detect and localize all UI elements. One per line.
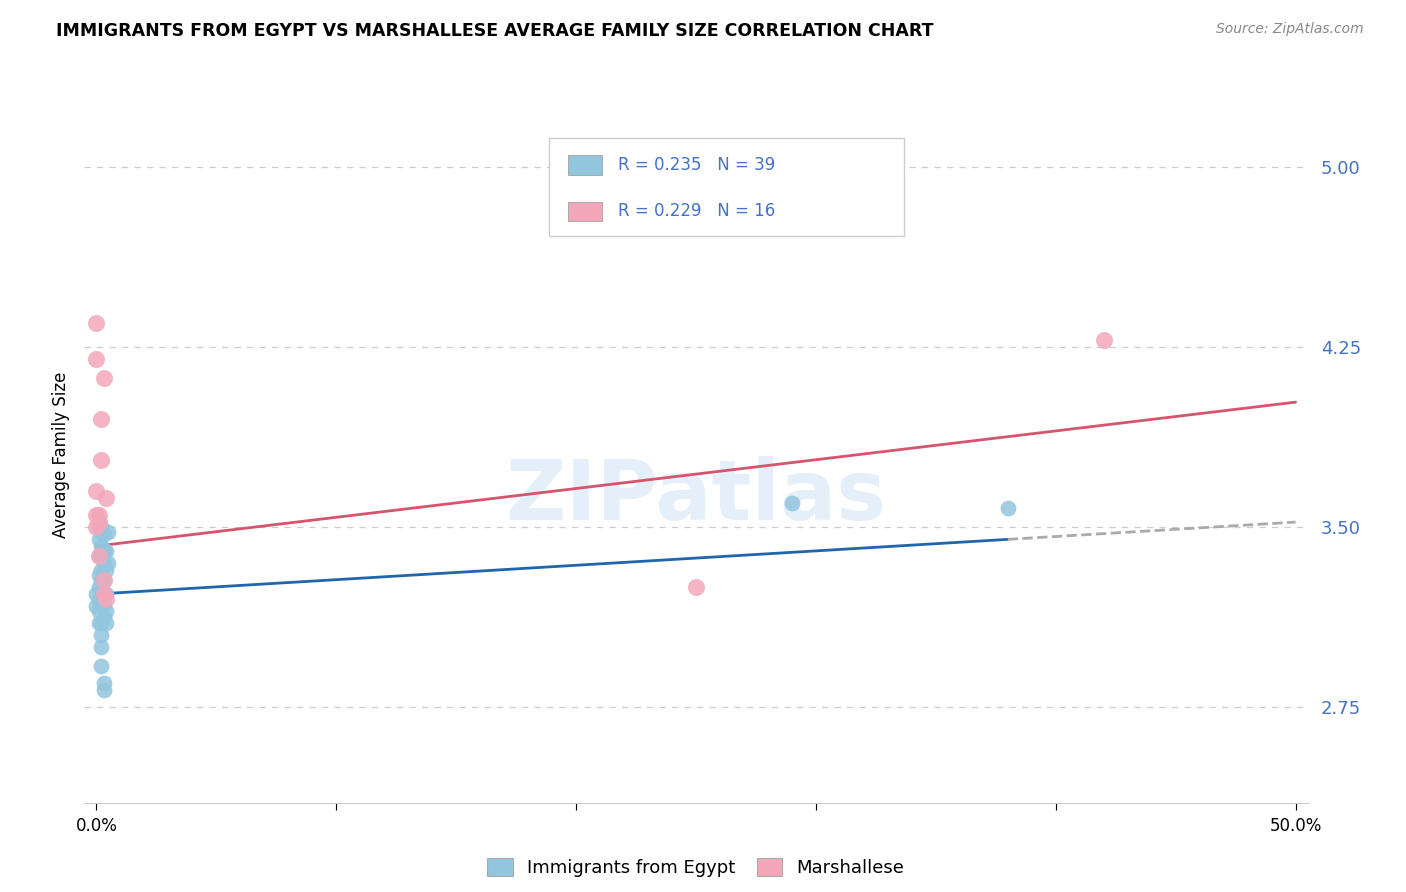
Point (94, 604, 117, 618)
Point (86, 599, 108, 613)
Point (94, 591, 117, 606)
Point (90, 628, 112, 642)
Point (86, 316, 108, 330)
Text: IMMIGRANTS FROM EGYPT VS MARSHALLESE AVERAGE FAMILY SIZE CORRELATION CHART: IMMIGRANTS FROM EGYPT VS MARSHALLESE AVE… (56, 22, 934, 40)
Point (93, 676, 115, 690)
Point (94, 491, 117, 505)
Point (86, 351, 108, 366)
Point (87, 615, 110, 630)
Point (93, 544, 115, 558)
Point (685, 580, 707, 594)
Point (87, 591, 110, 606)
Point (87, 515, 110, 529)
Bar (568, 202, 602, 221)
Text: ZIPatlas: ZIPatlas (506, 456, 886, 537)
Point (93, 371, 115, 385)
Point (90, 659, 112, 673)
Point (86, 483, 108, 498)
Point (87, 520, 110, 534)
Point (90, 591, 112, 606)
Point (93, 587, 115, 601)
Point (93, 597, 115, 611)
Point (90, 615, 112, 630)
Point (97, 524, 120, 539)
Point (86, 587, 108, 601)
Point (90, 452, 112, 467)
Point (93, 573, 115, 587)
Point (90, 520, 112, 534)
Text: Source: ZipAtlas.com: Source: ZipAtlas.com (1216, 22, 1364, 37)
Point (997, 500, 1019, 515)
Legend: Immigrants from Egypt, Marshallese: Immigrants from Egypt, Marshallese (479, 851, 912, 884)
Point (94, 587, 117, 601)
Text: R = 0.229   N = 16: R = 0.229 N = 16 (617, 202, 775, 220)
Point (90, 412, 112, 426)
Y-axis label: Average Family Size: Average Family Size (52, 372, 70, 538)
Point (87, 549, 110, 563)
Point (87, 532, 110, 546)
Point (93, 573, 115, 587)
Point (86, 520, 108, 534)
Point (97, 556, 120, 570)
Point (90, 524, 112, 539)
Point (94, 563, 117, 577)
Point (87, 508, 110, 522)
Point (87, 604, 110, 618)
Point (93, 683, 115, 698)
Point (90, 573, 112, 587)
Point (94, 544, 117, 558)
Point (87, 567, 110, 582)
Point (1092, 333, 1115, 347)
Text: R = 0.235   N = 39: R = 0.235 N = 39 (617, 156, 775, 174)
Point (93, 611, 115, 625)
Point (90, 640, 112, 654)
Point (87, 549, 110, 563)
Point (87, 580, 110, 594)
Point (86, 508, 108, 522)
Point (94, 615, 117, 630)
Point (93, 556, 115, 570)
FancyBboxPatch shape (550, 138, 904, 235)
Point (780, 496, 803, 510)
Point (93, 527, 115, 541)
Point (90, 549, 112, 563)
Point (90, 563, 112, 577)
Point (93, 587, 115, 601)
Point (90, 539, 112, 553)
Bar (568, 155, 602, 175)
